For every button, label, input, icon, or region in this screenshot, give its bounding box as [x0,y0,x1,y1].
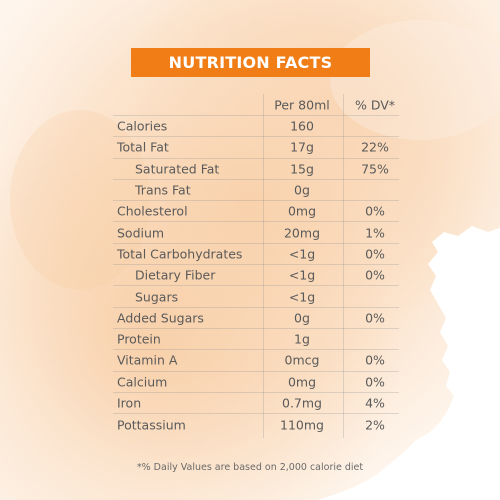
table-header-row: Per 80ml % DV* [113,94,399,116]
nutrient-amount: 0mg [287,374,317,390]
nutrient-daily-value: 0% [365,374,385,390]
nutrient-name: Added Sugars [117,310,204,326]
nutrient-name: Cholesterol [117,203,188,219]
nutrient-name: Calcium [117,374,168,390]
table-row: Protein 1g [113,329,399,351]
nutrient-daily-value: 4% [365,395,385,411]
nutrient-name: Total Fat [117,139,169,155]
nutrient-amount: 0g [294,310,310,326]
nutrient-name: Total Carbohydrates [117,246,243,262]
nutrient-amount: <1g [288,246,316,262]
nutrient-amount: 15g [290,161,314,177]
nutrient-name: Calories [117,118,168,134]
nutrient-daily-value: 0% [365,246,385,262]
nutrition-table: Per 80ml % DV* Calories 160 Total Fat 17g 22… [113,94,399,438]
nutrient-daily-value: 0% [365,267,385,283]
table-row: Saturated Fat 15g 75% [113,159,399,180]
nutrient-amount: 160 [290,118,314,134]
table-row: Total Fat 17g 22% [113,137,399,159]
header-dv: % DV* [354,97,396,112]
nutrient-amount: 0mcg [284,352,320,368]
nutrient-amount: 20mg [283,225,321,241]
table-row: Calories 160 [113,116,399,138]
nutrient-name: Vitamin A [117,352,178,368]
nutrient-name: Trans Fat [135,182,191,198]
nutrient-daily-value: 0% [365,203,385,219]
nutrient-daily-value: 0% [365,310,385,326]
table-row: Sodium 20mg 1% [113,222,399,244]
table-row: Dietary Fiber <1g 0% [113,265,399,287]
nutrient-name: Sugars [135,289,179,305]
nutrient-daily-value: 0% [365,352,385,368]
nutrient-amount: 17g [290,139,314,155]
nutrient-amount: 1g [294,331,310,347]
table-row: Calcium 0mg 0% [113,372,399,393]
nutrient-name: Dietary Fiber [135,267,216,283]
table-row: Sugars <1g [113,286,399,308]
nutrient-daily-value: 22% [361,139,389,155]
nutrient-daily-value: 2% [365,417,385,433]
nutrient-name: Saturated Fat [135,161,220,177]
nutrient-amount: <1g [288,267,316,283]
nutrient-name: Sodium [117,225,165,241]
table-row: Trans Fat 0g [113,180,399,202]
nutrient-daily-value: 75% [361,161,389,177]
table-row: Vitamin A 0mcg 0% [113,350,399,372]
table-row: Pottassium 110mg 2% [113,414,399,435]
column-divider-2 [343,94,344,438]
title-text: NUTRITION FACTS [168,53,333,72]
table-row: Iron 0.7mg 4% [113,393,399,415]
nutrient-amount: 0.7mg [282,395,322,411]
nutrient-amount: <1g [288,289,316,305]
nutrient-amount: 110mg [280,417,324,433]
nutrient-amount: 0g [294,182,310,198]
footnote: *% Daily Values are based on 2,000 calor… [136,462,364,473]
table-row: Cholesterol 0mg 0% [113,201,399,223]
nutrient-amount: 0mg [287,203,317,219]
nutrient-name: Iron [117,395,142,411]
table-row: Total Carbohydrates <1g 0% [113,244,399,266]
table-row: Added Sugars 0g 0% [113,308,399,329]
column-divider-1 [263,94,264,438]
nutrient-name: Pottassium [117,417,186,433]
header-amount: Per 80ml [274,97,330,112]
title-banner: NUTRITION FACTS [131,48,370,77]
nutrient-daily-value: 1% [365,225,385,241]
nutrient-name: Protein [117,331,161,347]
